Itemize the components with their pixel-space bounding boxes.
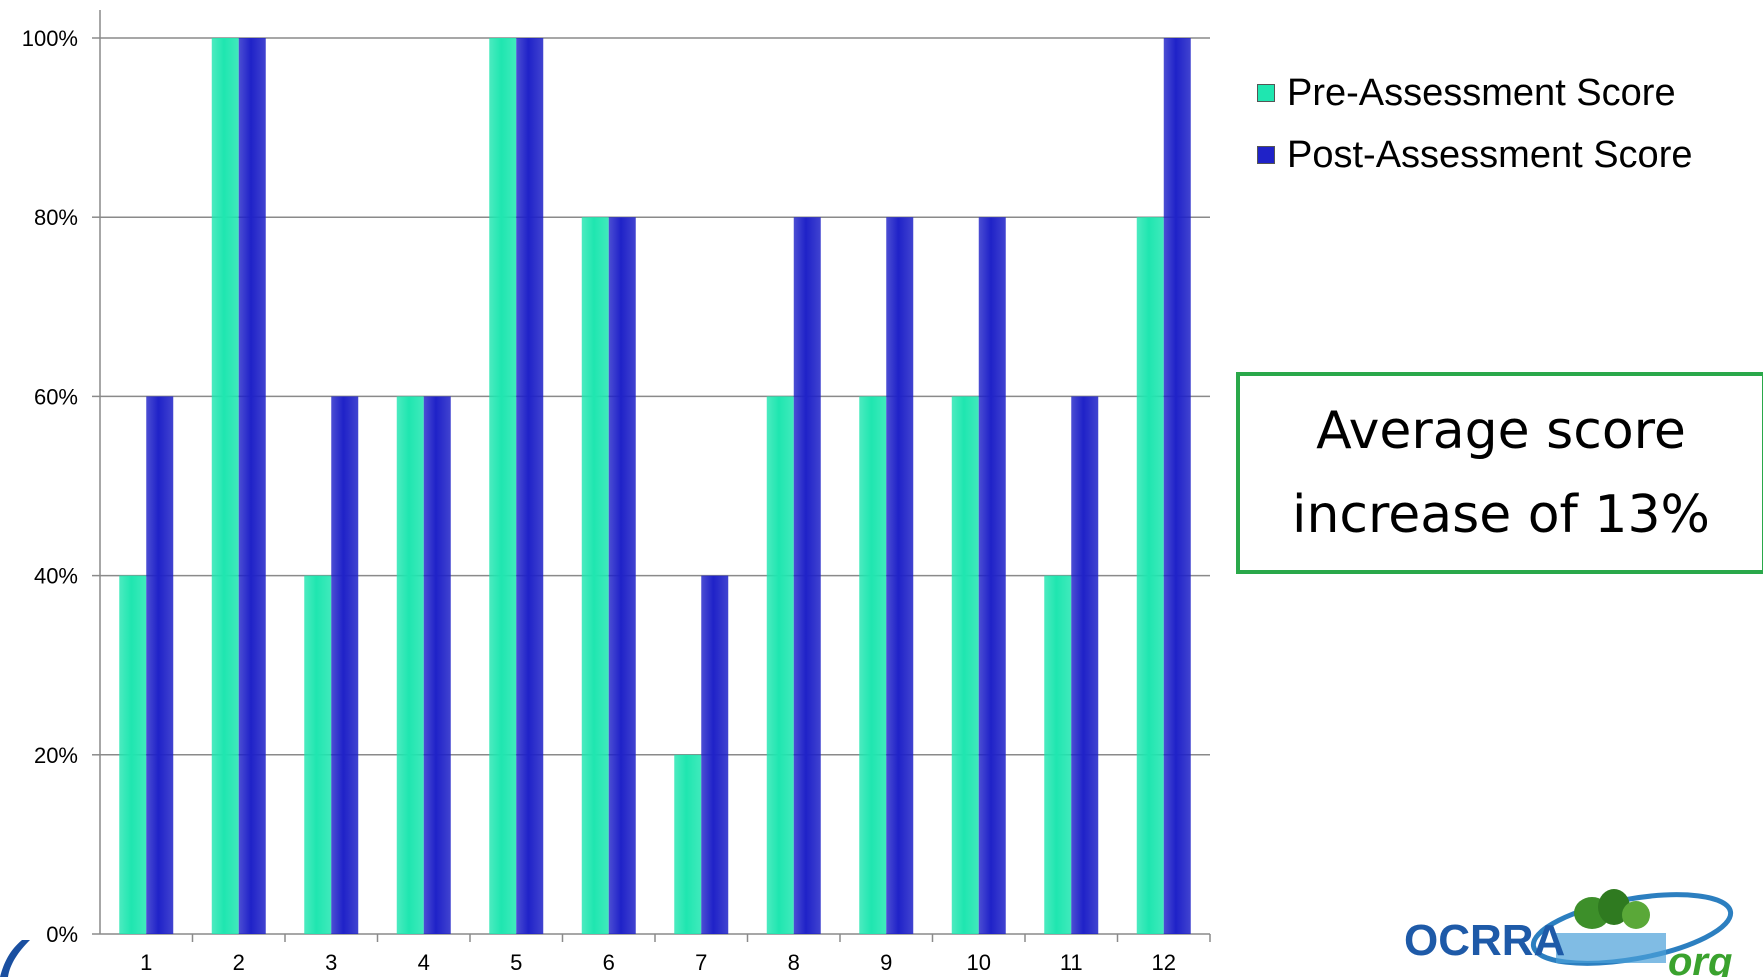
x-tick-label: 5	[510, 950, 522, 975]
legend-swatch-post	[1257, 146, 1275, 164]
x-tick-label: 4	[418, 950, 430, 975]
bar-post-2	[238, 38, 266, 934]
bar-pre-4	[396, 396, 424, 934]
bar-pre-2	[211, 38, 239, 934]
callout-line-1: Average score	[1316, 401, 1686, 461]
x-tick-label: 6	[603, 950, 615, 975]
legend: Pre-Assessment Score Post-Assessment Sco…	[1257, 62, 1692, 186]
bar-pre-9	[859, 396, 887, 934]
axes	[99, 10, 1211, 942]
bar-pre-10	[951, 396, 979, 934]
gridlines	[92, 37, 1210, 935]
ocrra-logo: OCRRA org	[1404, 889, 1734, 977]
bar-post-7	[701, 575, 729, 934]
bar-post-4	[423, 396, 451, 934]
x-tick-label: 2	[233, 950, 245, 975]
bar-pre-1	[119, 575, 147, 934]
bar-pre-7	[674, 754, 702, 934]
average-increase-callout: Average score increase of 13%	[1236, 372, 1763, 574]
bar-pre-12	[1136, 217, 1164, 934]
y-tick-label: 80%	[34, 205, 78, 230]
bar-post-8	[793, 217, 821, 934]
y-tick-label: 0%	[46, 922, 78, 947]
legend-item-pre: Pre-Assessment Score	[1257, 62, 1692, 124]
bar-pre-5	[489, 38, 517, 934]
legend-item-post: Post-Assessment Score	[1257, 124, 1692, 186]
bar-post-10	[978, 217, 1006, 934]
bar-post-12	[1163, 38, 1191, 934]
x-tick-label: 1	[140, 950, 152, 975]
y-tick-label: 20%	[34, 743, 78, 768]
y-tick-labels: 0% 20% 40% 60% 80% 100%	[22, 26, 78, 947]
y-tick-label: 60%	[34, 384, 78, 409]
y-tick-label: 40%	[34, 564, 78, 589]
bar-pre-8	[766, 396, 794, 934]
legend-swatch-pre	[1257, 84, 1275, 102]
x-tick-label: 11	[1060, 950, 1083, 975]
x-tick-labels: 1 2 3 4 5 6 7 8 9 10 11 12	[140, 950, 1176, 975]
corner-decoration	[0, 940, 30, 977]
x-tick-label: 8	[788, 950, 800, 975]
bar-post-11	[1071, 396, 1099, 934]
bars	[119, 38, 1191, 934]
logo-suffix: org	[1668, 940, 1732, 977]
bar-post-3	[331, 396, 359, 934]
bar-post-1	[146, 396, 174, 934]
legend-label-pre: Pre-Assessment Score	[1287, 71, 1676, 114]
x-tick-label: 12	[1152, 950, 1176, 975]
bar-pre-6	[581, 217, 609, 934]
callout-line-2: increase of 13%	[1292, 485, 1710, 545]
x-tick-label: 9	[880, 950, 892, 975]
legend-label-post: Post-Assessment Score	[1287, 133, 1693, 176]
bar-post-5	[516, 38, 544, 934]
bar-pre-11	[1044, 575, 1072, 934]
logo-wordmark: OCRRA	[1404, 916, 1565, 965]
x-tick-label: 3	[325, 950, 337, 975]
bar-pre-3	[304, 575, 332, 934]
bar-post-6	[608, 217, 636, 934]
x-tick-label: 10	[967, 950, 991, 975]
bar-chart: 0%20%40%60%80%100% 1 2 3 4 5 6 7 8 9 10 11 12	[22, 10, 1211, 975]
bar-post-9	[886, 217, 914, 934]
x-tick-label: 7	[695, 950, 707, 975]
y-tick-label: 100%	[22, 26, 78, 51]
